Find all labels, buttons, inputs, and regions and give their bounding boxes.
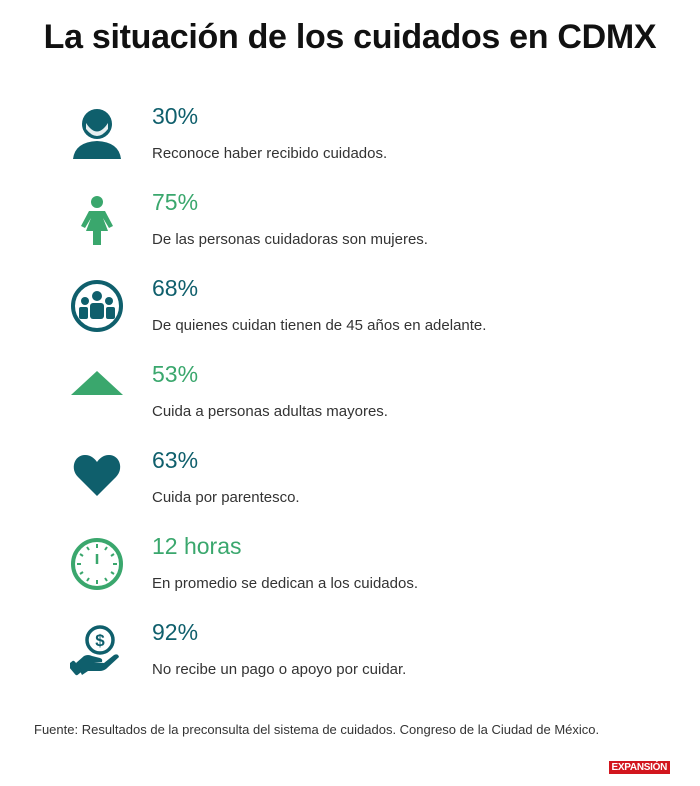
group-icon (70, 279, 124, 333)
stat-description: De las personas cuidadoras son mujeres. (152, 231, 428, 248)
stat-value: 53% (152, 361, 199, 387)
heart-icon (70, 451, 124, 505)
svg-text:$: $ (95, 631, 105, 650)
stat-value: 12 horas (152, 533, 242, 559)
stat-item-age-45-plus: 68% De quienes cuidan tienen de 45 años … (60, 275, 680, 345)
stat-item-hours: 12 horas En promedio se dedican a los cu… (60, 533, 680, 603)
stat-value: 68% (152, 275, 199, 301)
person-icon (70, 107, 124, 161)
money-hand-icon: $ (70, 623, 124, 677)
stat-value: 75% (152, 189, 199, 215)
stat-item-unpaid: $ 92% No recibe un pago o apoyo por cuid… (60, 619, 680, 689)
stat-description: En promedio se dedican a los cuidados. (152, 575, 419, 592)
stat-item-elderly-care: 53% Cuida a personas adultas mayores. (60, 361, 680, 431)
stat-description: Cuida a personas adultas mayores. (152, 403, 388, 420)
stat-description: De quienes cuidan tienen de 45 años en a… (152, 317, 487, 334)
stat-item-received-care: 30% Reconoce haber recibido cuidados. (60, 103, 680, 173)
clock-icon (70, 537, 124, 591)
source-note: Fuente: Resultados de la preconsulta del… (34, 722, 600, 737)
stat-description: Reconoce haber recibido cuidados. (152, 145, 388, 162)
stat-value: 30% (152, 103, 199, 129)
stat-value: 92% (152, 619, 199, 645)
stat-description: Cuida por parentesco. (152, 489, 300, 506)
stat-item-women-caregivers: 75% De las personas cuidadoras son mujer… (60, 189, 680, 259)
stat-value: 63% (152, 447, 199, 473)
triangle-icon (70, 365, 124, 419)
stat-item-kinship: 63% Cuida por parentesco. (60, 447, 680, 517)
page-title: La situación de los cuidados en CDMX (43, 18, 657, 56)
expansion-logo: EXPANSIÓN (608, 761, 670, 774)
stat-description: No recibe un pago o apoyo por cuidar. (152, 661, 407, 678)
woman-icon (70, 193, 124, 247)
